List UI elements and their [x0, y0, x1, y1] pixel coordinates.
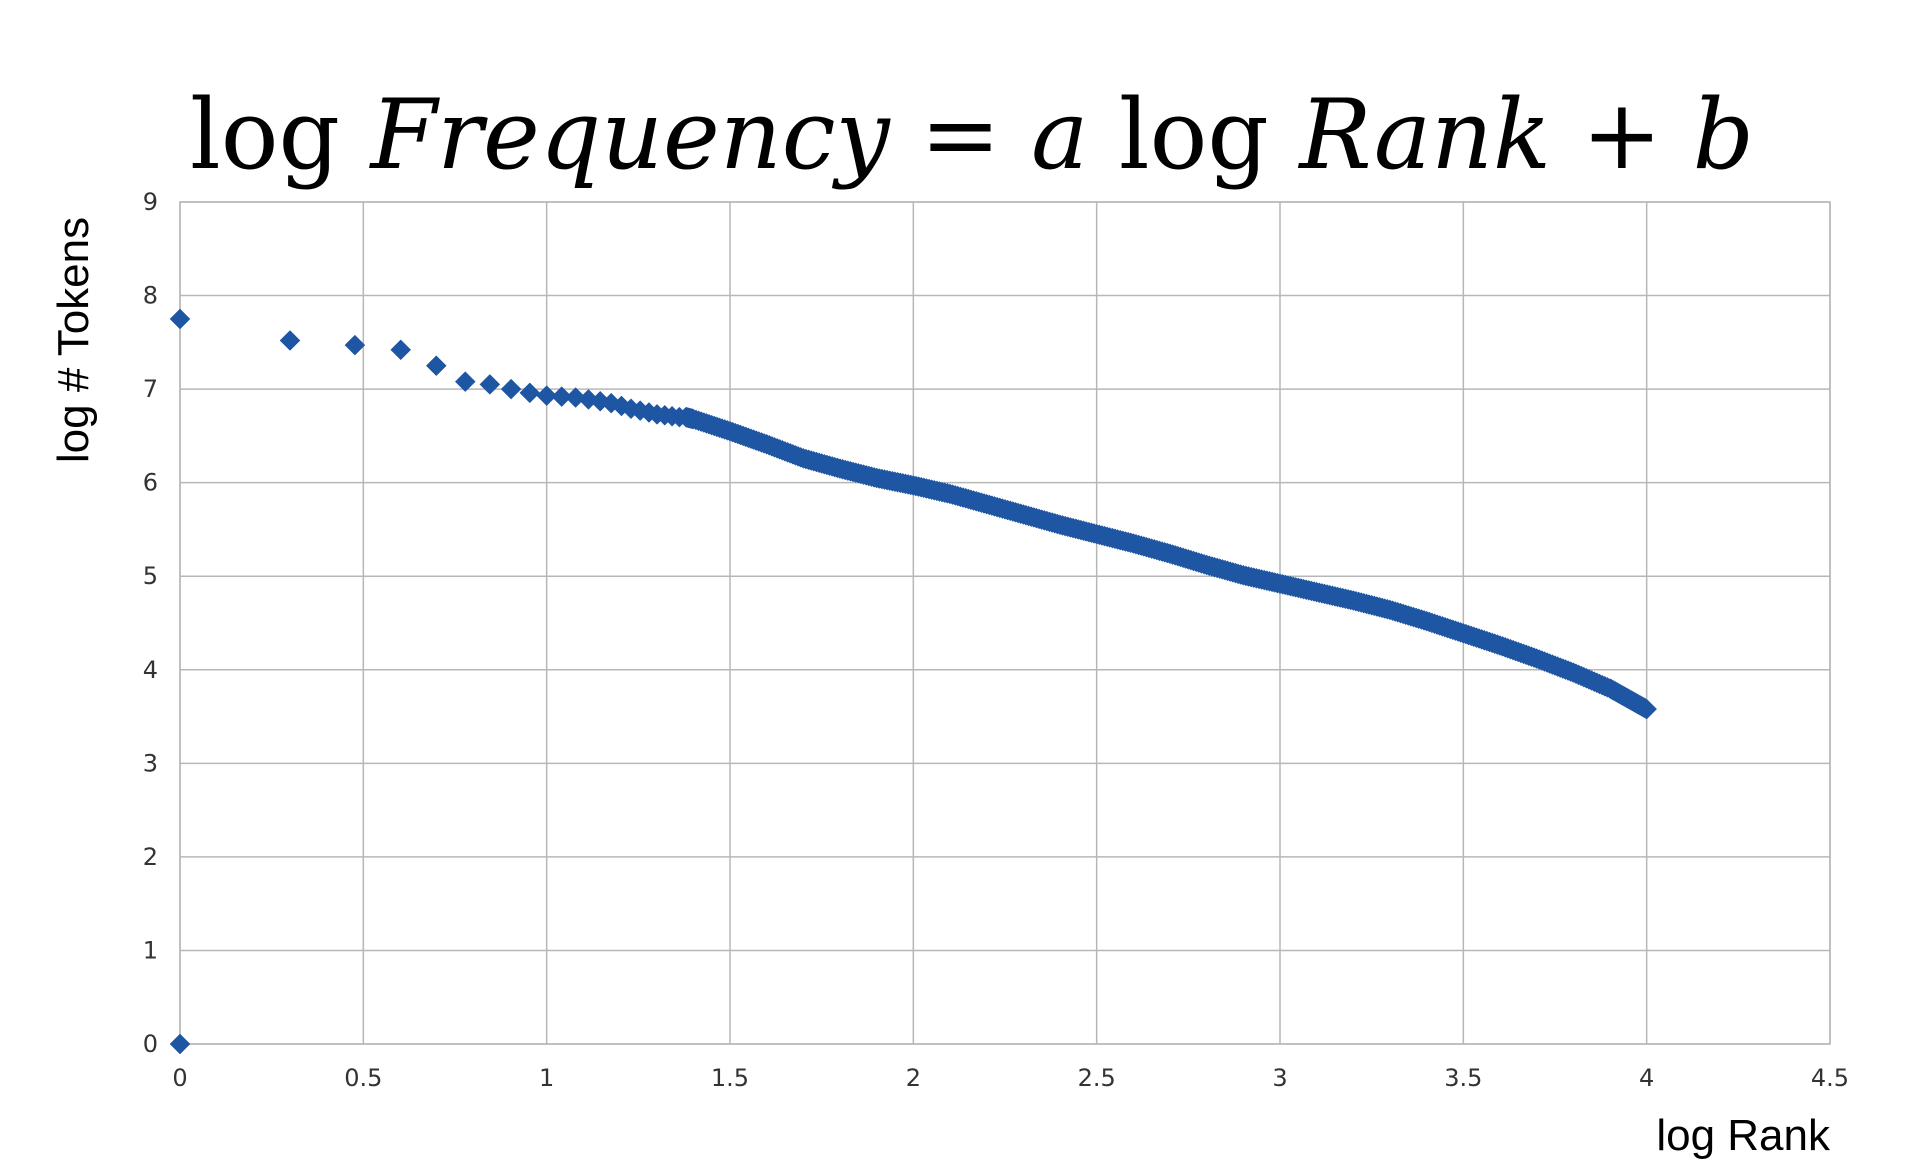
- chart-title-part: a: [1031, 79, 1088, 191]
- y-tick-label: 8: [143, 282, 158, 310]
- y-tick-label: 6: [143, 469, 158, 497]
- data-point: [565, 387, 586, 408]
- chart-title-part: b: [1693, 79, 1754, 191]
- chart-title-part: Rank: [1297, 79, 1551, 191]
- data-point: [169, 308, 191, 330]
- chart-title-part: +: [1551, 79, 1692, 191]
- x-tick-label: 2: [906, 1064, 921, 1092]
- data-point: [479, 374, 501, 395]
- chart-title: log Frequency = a log Rank + b: [190, 79, 1754, 191]
- data-point: [536, 385, 558, 407]
- x-tick-label: 4: [1639, 1064, 1654, 1092]
- data-point: [454, 371, 476, 392]
- x-tick-label: 0.5: [344, 1064, 382, 1092]
- x-tick-label: 3.5: [1444, 1064, 1482, 1092]
- chart-title-part: log: [1088, 79, 1299, 191]
- y-tick-label: 3: [143, 749, 158, 777]
- chart-title-part: =: [890, 79, 1031, 191]
- chart-title-part: Frequency: [368, 79, 891, 191]
- data-point: [169, 1033, 191, 1055]
- x-tick-label: 2.5: [1078, 1064, 1116, 1092]
- x-tick-label: 3: [1272, 1064, 1287, 1092]
- y-tick-label: 9: [143, 188, 158, 216]
- x-tick-label: 1: [539, 1064, 554, 1092]
- x-axis-label: log Rank: [1656, 1111, 1831, 1160]
- data-point: [344, 334, 366, 356]
- data-points: [169, 308, 1658, 1055]
- y-tick-label: 2: [143, 843, 158, 871]
- data-point: [425, 355, 447, 377]
- data-point: [279, 330, 301, 351]
- plot-area: [179, 201, 1831, 1045]
- chart-title-part: log: [190, 79, 370, 191]
- grid: [179, 201, 1831, 1045]
- y-tick-label: 5: [143, 562, 158, 590]
- data-point: [1636, 698, 1658, 720]
- data-point: [500, 378, 522, 400]
- x-tick-label: 1.5: [711, 1064, 749, 1092]
- y-axis-ticks: 0 1 2 3 4 5 6 7 8 9: [143, 188, 158, 1058]
- y-axis-label: log # Tokens: [49, 217, 98, 463]
- y-tick-label: 4: [143, 656, 158, 684]
- x-tick-label: 0: [172, 1064, 187, 1092]
- y-tick-label: 1: [143, 936, 158, 964]
- x-axis-ticks: 0 0.5 1 1.5 2 2.5 3 3.5 4 4.5: [172, 1064, 1849, 1092]
- data-point: [551, 386, 573, 407]
- y-tick-label: 7: [143, 375, 158, 403]
- data-point: [519, 382, 541, 404]
- y-tick-label: 0: [143, 1030, 158, 1058]
- data-point: [390, 339, 412, 361]
- x-tick-label: 4.5: [1811, 1064, 1849, 1092]
